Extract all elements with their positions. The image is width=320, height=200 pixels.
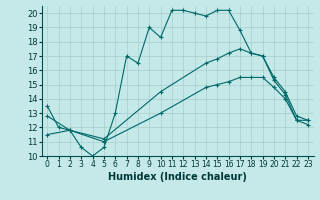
X-axis label: Humidex (Indice chaleur): Humidex (Indice chaleur) <box>108 172 247 182</box>
